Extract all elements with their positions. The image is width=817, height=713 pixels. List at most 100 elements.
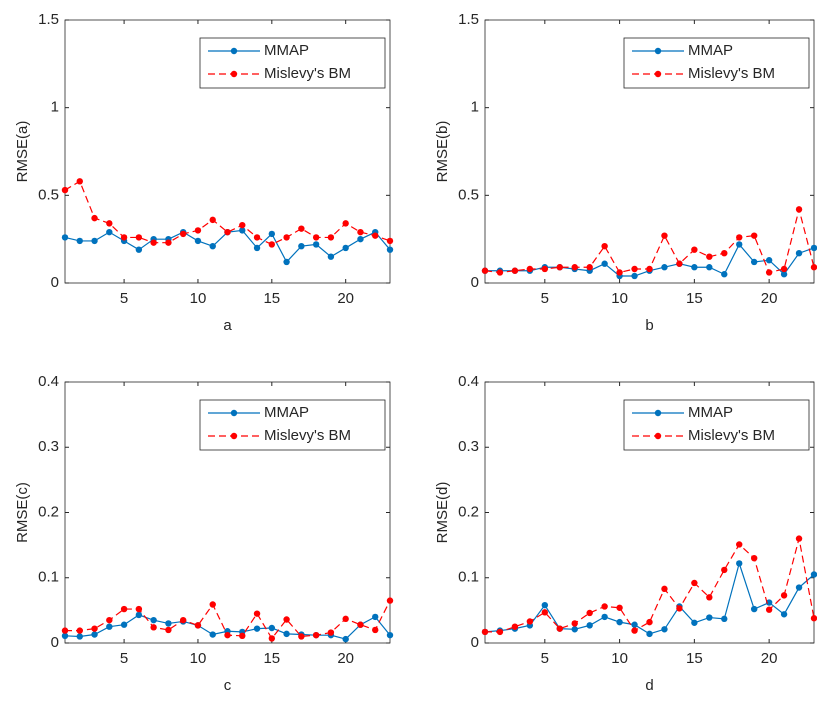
x-axis-label: c bbox=[224, 677, 232, 694]
data-point bbox=[209, 216, 216, 224]
data-point bbox=[372, 232, 379, 239]
x-tick-label: 5 bbox=[541, 650, 549, 667]
data-point bbox=[780, 592, 788, 599]
data-point bbox=[631, 621, 638, 628]
legend-box bbox=[199, 399, 386, 451]
data-point bbox=[750, 258, 758, 266]
data-point bbox=[253, 610, 261, 617]
data-point bbox=[283, 258, 290, 266]
data-point bbox=[795, 535, 803, 542]
data-point bbox=[91, 625, 98, 632]
data-point bbox=[810, 264, 817, 271]
data-point bbox=[76, 237, 83, 245]
x-tick-label: 5 bbox=[120, 650, 128, 667]
data-point bbox=[691, 579, 698, 587]
y-tick-label: 0.5 bbox=[38, 186, 59, 203]
data-point bbox=[342, 635, 349, 643]
data-point bbox=[556, 264, 563, 271]
legend: MMAP Mislevy's BM bbox=[623, 399, 810, 451]
data-point bbox=[511, 267, 519, 274]
x-tick-label: 20 bbox=[337, 650, 354, 667]
x-tick-label: 20 bbox=[761, 290, 778, 307]
data-point bbox=[706, 264, 713, 271]
data-point bbox=[616, 269, 623, 276]
data-point bbox=[736, 560, 743, 567]
data-point bbox=[586, 622, 593, 629]
data-point bbox=[327, 629, 335, 636]
legend-label: MMAP bbox=[688, 42, 733, 59]
data-point bbox=[780, 265, 788, 273]
data-point bbox=[736, 234, 743, 241]
legend-label: Mislevy's BM bbox=[264, 427, 351, 444]
x-tick-label: 10 bbox=[611, 650, 628, 667]
data-point bbox=[661, 232, 668, 239]
data-point bbox=[386, 246, 394, 253]
data-point bbox=[810, 571, 817, 578]
data-point bbox=[120, 621, 128, 628]
data-point bbox=[342, 220, 349, 227]
data-point bbox=[750, 605, 758, 613]
data-point bbox=[386, 237, 394, 245]
x-tick-label: 10 bbox=[611, 290, 628, 307]
legend-marker bbox=[230, 70, 238, 78]
data-point bbox=[268, 230, 276, 238]
data-point bbox=[194, 237, 202, 245]
data-point bbox=[765, 606, 773, 613]
data-point bbox=[209, 631, 216, 638]
data-point bbox=[268, 635, 276, 642]
subplot: 5 10 15 20 0 0.5 1 1.5 a RMSE(a) MMAP Mislevy's BM bbox=[14, 11, 394, 334]
data-point bbox=[571, 626, 578, 633]
data-point bbox=[224, 631, 231, 639]
data-point bbox=[736, 241, 743, 248]
data-point bbox=[61, 186, 69, 194]
data-point bbox=[135, 246, 143, 253]
data-point bbox=[298, 633, 305, 640]
data-point bbox=[135, 234, 143, 241]
y-tick-label: 0.4 bbox=[38, 373, 59, 390]
data-point bbox=[357, 235, 364, 243]
subplot: 5 10 15 20 0 0.1 0.2 0.3 0.4 d RMSE(d) MMAP Mislevy'… bbox=[434, 373, 817, 694]
y-tick-label: 0.2 bbox=[38, 503, 59, 520]
data-point bbox=[61, 234, 69, 241]
legend-label: MMAP bbox=[264, 42, 309, 59]
x-tick-label: 10 bbox=[190, 290, 207, 307]
data-point bbox=[765, 599, 773, 606]
data-point bbox=[106, 228, 113, 236]
data-point bbox=[283, 234, 290, 241]
data-point bbox=[795, 206, 803, 213]
data-point bbox=[76, 178, 83, 185]
data-point bbox=[765, 269, 773, 276]
data-point bbox=[631, 272, 638, 280]
y-tick-label: 0.2 bbox=[458, 503, 479, 520]
data-point bbox=[631, 627, 638, 634]
y-tick-label: 0 bbox=[51, 634, 59, 651]
data-point bbox=[209, 242, 216, 250]
data-point bbox=[268, 241, 276, 248]
y-tick-label: 1 bbox=[51, 99, 59, 116]
data-point bbox=[586, 264, 593, 271]
legend: MMAP Mislevy's BM bbox=[199, 37, 386, 89]
data-point bbox=[224, 228, 231, 236]
y-tick-label: 0 bbox=[51, 274, 59, 291]
y-tick-label: 0.4 bbox=[458, 373, 479, 390]
x-axis-label: b bbox=[645, 317, 653, 334]
data-point bbox=[646, 630, 653, 638]
data-point bbox=[526, 265, 534, 273]
data-point bbox=[253, 234, 261, 241]
legend-marker bbox=[230, 409, 238, 417]
data-point bbox=[165, 620, 172, 627]
data-point bbox=[194, 227, 202, 234]
data-point bbox=[298, 225, 305, 232]
data-point bbox=[106, 623, 113, 630]
data-point bbox=[179, 230, 187, 238]
legend-marker bbox=[654, 432, 662, 440]
data-point bbox=[601, 260, 608, 267]
data-point bbox=[706, 253, 713, 260]
data-point bbox=[676, 605, 683, 612]
data-point bbox=[327, 253, 335, 260]
x-tick-label: 15 bbox=[686, 290, 703, 307]
data-point bbox=[511, 623, 519, 630]
data-point bbox=[661, 264, 668, 271]
data-point bbox=[372, 613, 379, 621]
y-axis-label: RMSE(c) bbox=[14, 482, 31, 543]
